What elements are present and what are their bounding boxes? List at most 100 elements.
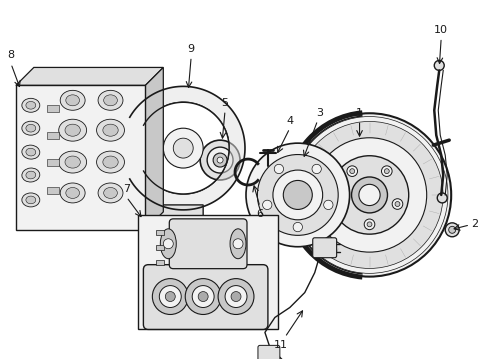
Ellipse shape (60, 90, 85, 110)
Circle shape (364, 219, 374, 230)
Circle shape (207, 147, 233, 173)
Circle shape (351, 177, 386, 213)
Ellipse shape (66, 95, 80, 106)
Ellipse shape (22, 145, 40, 159)
Circle shape (272, 170, 322, 220)
Text: 7: 7 (122, 184, 130, 194)
Circle shape (338, 202, 343, 207)
Text: 9: 9 (187, 44, 194, 54)
Circle shape (358, 184, 379, 206)
Circle shape (312, 138, 426, 252)
Circle shape (283, 180, 312, 210)
Ellipse shape (22, 193, 40, 207)
Circle shape (173, 138, 193, 158)
Circle shape (323, 200, 332, 210)
FancyBboxPatch shape (258, 345, 279, 360)
Text: 4: 4 (285, 116, 293, 126)
Ellipse shape (96, 119, 124, 141)
Circle shape (433, 60, 443, 71)
Circle shape (391, 199, 402, 209)
Polygon shape (153, 205, 203, 245)
Ellipse shape (26, 102, 36, 109)
Circle shape (381, 166, 391, 176)
Bar (47, 105, 59, 112)
Text: 8: 8 (7, 50, 15, 60)
Circle shape (257, 154, 338, 235)
Circle shape (448, 226, 455, 233)
Polygon shape (129, 86, 244, 210)
Circle shape (287, 113, 450, 276)
Ellipse shape (98, 90, 122, 110)
Ellipse shape (160, 229, 176, 259)
Text: 10: 10 (433, 24, 447, 35)
Ellipse shape (103, 188, 117, 198)
Ellipse shape (98, 183, 122, 203)
Circle shape (200, 140, 240, 180)
Bar (156, 260, 164, 265)
Ellipse shape (66, 188, 80, 198)
Circle shape (198, 292, 208, 302)
Circle shape (170, 225, 180, 235)
Circle shape (295, 121, 442, 269)
Circle shape (218, 279, 253, 315)
Ellipse shape (59, 151, 86, 173)
Circle shape (366, 222, 371, 227)
Ellipse shape (96, 151, 124, 173)
Circle shape (224, 285, 246, 307)
Ellipse shape (229, 229, 245, 259)
Polygon shape (138, 215, 277, 329)
Circle shape (230, 292, 241, 302)
Ellipse shape (59, 119, 86, 141)
Circle shape (152, 279, 188, 315)
Text: 6: 6 (256, 209, 263, 219)
Circle shape (163, 239, 173, 249)
Text: 2: 2 (470, 219, 478, 229)
Bar (156, 230, 164, 235)
Ellipse shape (65, 156, 80, 168)
Circle shape (436, 193, 447, 203)
Circle shape (163, 128, 203, 168)
Circle shape (159, 285, 181, 307)
Circle shape (187, 221, 195, 229)
Ellipse shape (65, 124, 80, 136)
Circle shape (262, 200, 271, 210)
Circle shape (185, 279, 221, 315)
Ellipse shape (22, 121, 40, 135)
Circle shape (349, 169, 354, 174)
Circle shape (394, 202, 399, 207)
FancyBboxPatch shape (169, 219, 246, 269)
Circle shape (329, 156, 408, 234)
Ellipse shape (102, 156, 118, 168)
Bar (156, 245, 164, 250)
Polygon shape (16, 67, 163, 85)
Ellipse shape (103, 95, 117, 106)
Ellipse shape (22, 168, 40, 182)
Circle shape (245, 143, 349, 247)
FancyBboxPatch shape (312, 238, 336, 258)
Bar (47, 132, 59, 139)
Circle shape (336, 199, 346, 209)
Ellipse shape (60, 183, 85, 203)
Bar (47, 159, 59, 166)
Circle shape (311, 164, 321, 174)
Text: 1: 1 (355, 108, 362, 118)
Ellipse shape (26, 124, 36, 132)
Ellipse shape (22, 98, 40, 112)
Circle shape (213, 153, 226, 167)
Circle shape (292, 222, 302, 232)
Ellipse shape (26, 148, 36, 156)
Text: 11: 11 (273, 340, 287, 350)
Polygon shape (145, 67, 163, 230)
Circle shape (384, 169, 388, 174)
Circle shape (165, 292, 175, 302)
Circle shape (274, 164, 283, 174)
Polygon shape (16, 85, 145, 230)
Ellipse shape (26, 171, 36, 179)
Circle shape (346, 166, 357, 176)
Circle shape (192, 285, 214, 307)
Ellipse shape (102, 124, 118, 136)
Circle shape (444, 223, 458, 237)
Text: 5: 5 (221, 98, 228, 108)
Text: 3: 3 (316, 108, 323, 118)
Circle shape (233, 239, 243, 249)
